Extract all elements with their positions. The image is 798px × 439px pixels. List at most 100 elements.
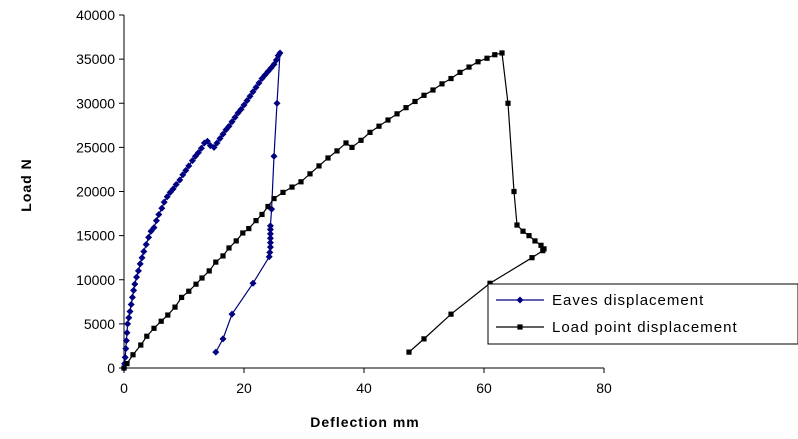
y-axis-title: Load N bbox=[18, 158, 34, 211]
legend-box bbox=[487, 283, 798, 345]
data-point bbox=[228, 118, 236, 126]
data-point bbox=[128, 293, 136, 301]
data-point bbox=[185, 162, 193, 170]
data-point bbox=[484, 55, 490, 61]
data-point bbox=[199, 275, 205, 281]
data-point bbox=[213, 259, 219, 265]
data-point bbox=[266, 222, 274, 230]
data-point bbox=[130, 286, 138, 294]
data-point bbox=[273, 99, 281, 107]
data-point bbox=[124, 360, 130, 367]
data-point bbox=[249, 279, 257, 287]
data-point bbox=[266, 230, 274, 238]
data-point bbox=[213, 139, 221, 147]
data-point bbox=[136, 260, 144, 268]
data-point bbox=[240, 230, 246, 236]
data-point bbox=[505, 100, 511, 106]
data-point bbox=[325, 155, 331, 161]
data-point bbox=[448, 75, 454, 82]
legend-label: Load point displacement bbox=[552, 319, 738, 336]
data-point bbox=[121, 353, 129, 361]
data-point bbox=[124, 320, 132, 328]
data-point bbox=[343, 140, 349, 146]
y-tick-label: 35000 bbox=[76, 51, 115, 67]
data-point bbox=[125, 314, 133, 322]
data-point bbox=[439, 81, 445, 87]
y-tick-label: 0 bbox=[107, 360, 115, 376]
data-point bbox=[514, 222, 520, 228]
data-point bbox=[349, 144, 355, 150]
data-point bbox=[160, 198, 168, 206]
data-point bbox=[358, 137, 364, 143]
data-point bbox=[179, 294, 185, 300]
data-point bbox=[270, 152, 278, 160]
data-point bbox=[385, 117, 391, 123]
y-tick-label: 20000 bbox=[76, 184, 115, 200]
data-point bbox=[127, 300, 135, 308]
data-point bbox=[406, 349, 412, 355]
data-point bbox=[276, 49, 284, 57]
data-point bbox=[151, 325, 157, 331]
data-point bbox=[122, 337, 130, 345]
data-point bbox=[266, 239, 274, 247]
legend: Eaves displacement Load point displacemen… bbox=[487, 283, 798, 345]
data-point bbox=[212, 348, 220, 356]
data-point bbox=[255, 79, 263, 87]
data-point bbox=[165, 312, 171, 318]
data-point bbox=[233, 238, 239, 244]
legend-label: Eaves displacement bbox=[552, 292, 704, 309]
x-tick-label: 0 bbox=[120, 380, 128, 396]
data-point bbox=[492, 52, 498, 58]
data-point bbox=[487, 280, 493, 286]
x-axis-title: Deflection mm bbox=[310, 414, 419, 430]
data-point bbox=[144, 333, 150, 339]
data-point bbox=[246, 92, 254, 100]
data-point bbox=[298, 179, 304, 185]
series bbox=[120, 49, 547, 372]
data-point bbox=[228, 310, 236, 318]
data-point bbox=[448, 311, 454, 317]
data-point bbox=[188, 157, 196, 165]
y-tick-label: 30000 bbox=[76, 95, 115, 111]
y-tick-label: 5000 bbox=[84, 316, 115, 332]
data-point bbox=[130, 352, 136, 358]
legend-items: Eaves displacement Load point displacemen… bbox=[496, 292, 738, 336]
data-point bbox=[520, 228, 526, 234]
data-point bbox=[219, 130, 227, 138]
data-point bbox=[511, 188, 517, 195]
data-point bbox=[430, 87, 436, 93]
data-point bbox=[457, 69, 463, 75]
series-line bbox=[123, 50, 281, 369]
data-point bbox=[179, 171, 187, 179]
data-point bbox=[219, 335, 227, 343]
data-point bbox=[240, 101, 248, 109]
series-line bbox=[123, 52, 545, 369]
data-point bbox=[316, 163, 322, 169]
data-point bbox=[216, 135, 224, 143]
data-point bbox=[194, 149, 202, 157]
data-point bbox=[271, 195, 277, 202]
data-point bbox=[394, 111, 400, 117]
data-point bbox=[280, 189, 286, 195]
data-point bbox=[526, 233, 532, 239]
data-point bbox=[197, 144, 205, 152]
data-point bbox=[421, 336, 427, 342]
data-point bbox=[529, 255, 535, 261]
data-point bbox=[121, 365, 127, 371]
data-point bbox=[421, 92, 427, 98]
data-point bbox=[138, 342, 144, 348]
data-point bbox=[538, 242, 544, 248]
data-point bbox=[222, 126, 230, 134]
data-point bbox=[249, 88, 257, 96]
data-point bbox=[210, 143, 218, 151]
data-point bbox=[182, 166, 190, 174]
y-tick-label: 10000 bbox=[76, 272, 115, 288]
data-point bbox=[203, 137, 211, 145]
x-tick-label: 80 bbox=[596, 380, 612, 396]
data-point bbox=[231, 113, 239, 121]
data-point bbox=[266, 248, 274, 256]
data-point bbox=[172, 304, 178, 310]
legend-marker bbox=[516, 296, 524, 304]
data-point bbox=[140, 248, 148, 256]
data-point bbox=[152, 217, 160, 225]
